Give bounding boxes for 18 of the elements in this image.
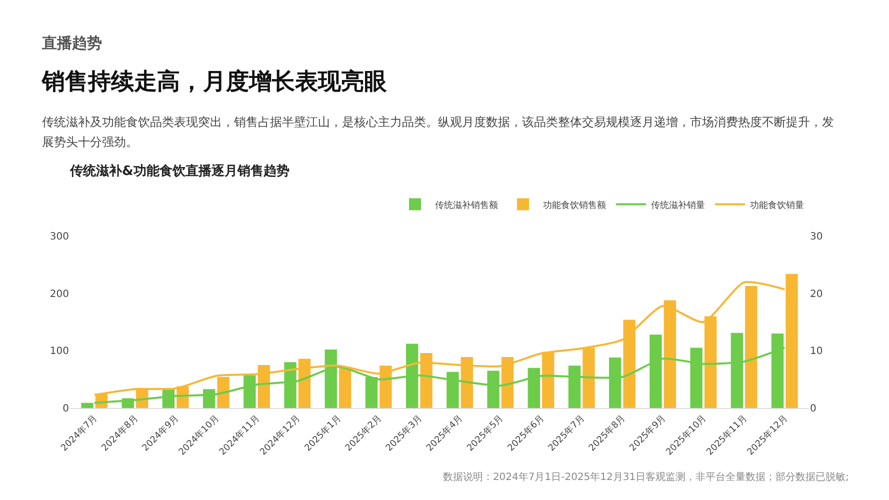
bar: [745, 286, 758, 408]
text: 直播趋势: [42, 34, 102, 53]
legend-label: 传统滋补销售额: [435, 200, 498, 211]
text: 传统滋补及功能食饮品类表现突出，销售占据半壁江山，是核心主力品类。纵观月度数据，该品类整体交易规模逐月递增，市场消费热度不断提升，发展势头十分强劲。: [42, 114, 835, 151]
y-tick-label: 200: [50, 288, 69, 300]
y-tick-label: 100: [50, 346, 69, 358]
y2-tick-label: 20: [810, 288, 823, 300]
y2-tick-label: 0: [810, 404, 816, 414]
y2-tick-label: 30: [810, 232, 823, 242]
text: 销售持续走高，月度增长表现亮眼: [42, 68, 387, 97]
text: 数据说明：2024年7月1日-2025年12月31日客观监测，非平台全量数据；部分数据已脱敏;: [442, 470, 849, 484]
legend-label: 功能食饮销售额: [543, 200, 606, 211]
legend-label: 传统滋补销量: [651, 200, 705, 211]
y-tick-label: 300: [50, 232, 69, 242]
y2-tick-label: 10: [810, 346, 823, 358]
y-tick-label: 0: [62, 404, 69, 414]
chart-title: 传统滋补&功能食饮直播逐月销售趋势: [70, 162, 290, 180]
legend-label: 功能食饮销量: [750, 200, 804, 211]
